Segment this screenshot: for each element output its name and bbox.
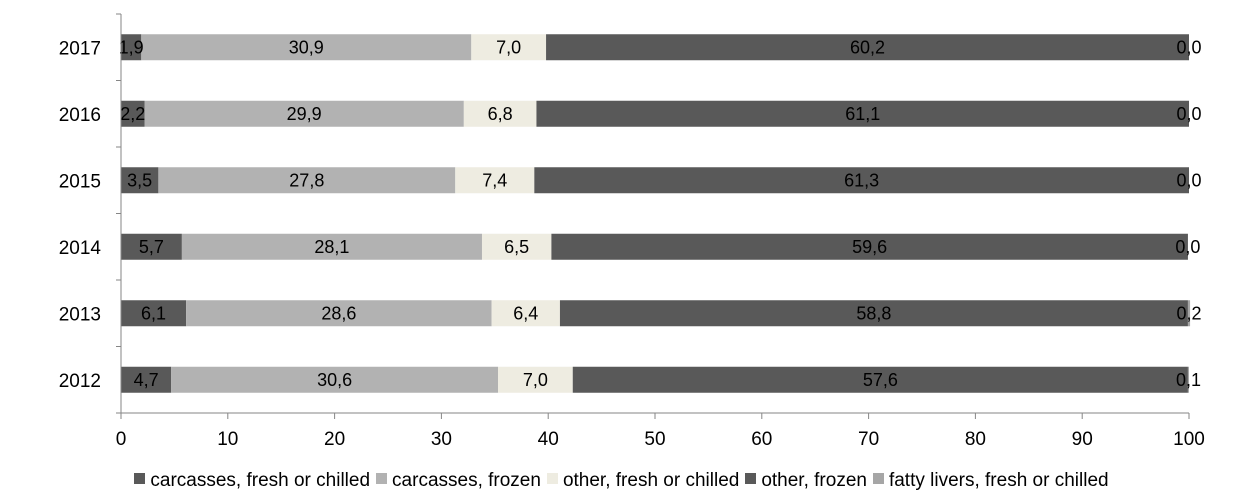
stacked-bar-chart: 1,9 30,9 7,0 60,2 0,0 2,2 29,9 6,8 61,1 0,0 3,5 27,… xyxy=(59,13,1205,450)
x-tick-label-90: 90 xyxy=(1072,429,1093,450)
bar-2012-series-3 xyxy=(572,366,1188,393)
data-label-2014-series-0: 5,7 xyxy=(139,237,164,257)
x-tick-label-0: 0 xyxy=(116,429,127,450)
legend-swatch-1 xyxy=(376,473,388,485)
bar-2012-series-2 xyxy=(498,366,573,393)
data-label-2016-series-1: 29,9 xyxy=(287,104,322,124)
bar-2017-series-1 xyxy=(141,34,472,61)
bar-2013-series-1 xyxy=(186,300,492,327)
bar-2012-series-0 xyxy=(121,366,172,393)
y-tick-label-2016: 2016 xyxy=(59,105,101,126)
y-tick-label-2013: 2013 xyxy=(59,304,101,325)
bar-2014-series-3 xyxy=(551,233,1188,260)
legend-item-0: carcasses, fresh or chilled xyxy=(134,470,370,492)
y-tick-label-2017: 2017 xyxy=(59,38,101,59)
x-tick-label-20: 20 xyxy=(324,429,345,450)
legend-label-1: carcasses, frozen xyxy=(392,470,541,491)
y-tick-label-2012: 2012 xyxy=(59,371,101,392)
bar-2014-series-2 xyxy=(481,233,552,260)
data-label-2013-series-4: 0,2 xyxy=(1176,303,1201,323)
bar-2017-series-3 xyxy=(546,34,1189,61)
bar-2015-series-0 xyxy=(121,167,159,194)
data-label-2014-series-4: 0,0 xyxy=(1175,237,1200,257)
data-label-2012-series-1: 30,6 xyxy=(317,370,352,390)
x-tick-label-50: 50 xyxy=(644,429,665,450)
data-label-2013-series-1: 28,6 xyxy=(321,303,356,323)
data-label-2012-series-3: 57,6 xyxy=(863,370,898,390)
data-label-2017-series-4: 0,0 xyxy=(1176,37,1201,57)
bar-2012-series-4 xyxy=(1187,366,1189,393)
data-label-2016-series-2: 6,8 xyxy=(488,104,513,124)
data-label-2015-series-0: 3,5 xyxy=(127,170,152,190)
data-label-2017-series-1: 30,9 xyxy=(289,37,324,57)
data-labels-layer: 1,9 30,9 7,0 60,2 0,0 2,2 29,9 6,8 61,1 0,0 3,5 27,… xyxy=(119,37,1202,390)
x-tick-label-100: 100 xyxy=(1173,429,1205,450)
data-label-2016-series-0: 2,2 xyxy=(120,104,145,124)
data-label-2012-series-2: 7,0 xyxy=(523,370,548,390)
bar-2015-series-3 xyxy=(534,167,1189,194)
bar-2012-series-1 xyxy=(171,366,499,393)
bar-2017-series-2 xyxy=(471,34,547,61)
bar-2016-series-0 xyxy=(121,100,145,127)
x-tick-label-40: 40 xyxy=(538,429,559,450)
axes-layer: 2017 2016 2015 2014 2013 2012 0 10 20 30 40 50 60 70 8… xyxy=(59,13,1205,450)
data-label-2014-series-1: 28,1 xyxy=(314,237,349,257)
legend-swatch-2 xyxy=(546,473,558,485)
data-label-2012-series-0: 4,7 xyxy=(134,370,159,390)
bar-2013-series-0 xyxy=(121,300,187,327)
legend-item-2: other, fresh or chilled xyxy=(546,470,740,492)
data-label-2012-series-4: 0,1 xyxy=(1176,370,1201,390)
bar-2016-series-3 xyxy=(536,100,1189,127)
data-label-2013-series-0: 6,1 xyxy=(141,303,166,323)
legend-item-1: carcasses, frozen xyxy=(376,470,541,492)
bar-2016-series-2 xyxy=(463,100,537,127)
data-label-2015-series-4: 0,0 xyxy=(1176,170,1201,190)
data-label-2013-series-2: 6,4 xyxy=(513,303,538,323)
bar-2013-series-4 xyxy=(1187,300,1191,327)
data-label-2015-series-3: 61,3 xyxy=(844,170,879,190)
legend-label-4: fatty livers, fresh or chilled xyxy=(888,470,1109,491)
data-label-2017-series-3: 60,2 xyxy=(850,37,885,57)
legend-swatch-4 xyxy=(872,473,884,485)
data-label-2014-series-3: 59,6 xyxy=(852,237,887,257)
legend-item-4: fatty livers, fresh or chilled xyxy=(872,470,1109,492)
bar-2014-series-1 xyxy=(181,233,482,260)
bar-2013-series-2 xyxy=(491,300,560,327)
bar-2014-series-0 xyxy=(121,233,182,260)
data-label-2015-series-2: 7,4 xyxy=(482,170,507,190)
data-label-2013-series-3: 58,8 xyxy=(856,303,891,323)
y-tick-label-2014: 2014 xyxy=(59,238,102,259)
data-label-2015-series-1: 27,8 xyxy=(289,170,324,190)
legend-item-3: other, frozen xyxy=(745,470,867,492)
legend-swatch-3 xyxy=(745,473,757,485)
data-label-2016-series-3: 61,1 xyxy=(845,104,880,124)
bar-2013-series-3 xyxy=(559,300,1188,327)
bar-2017-series-0 xyxy=(121,34,142,61)
x-tick-label-80: 80 xyxy=(965,429,986,450)
bar-2015-series-2 xyxy=(455,167,535,194)
bar-2016-series-1 xyxy=(144,100,464,127)
legend-swatch-0 xyxy=(134,473,146,485)
legend-label-2: other, fresh or chilled xyxy=(562,470,740,491)
data-label-2016-series-4: 0,0 xyxy=(1176,104,1201,124)
data-label-2017-series-2: 7,0 xyxy=(496,37,521,57)
bars-layer xyxy=(121,34,1191,393)
bar-2015-series-1 xyxy=(158,167,456,194)
x-tick-label-30: 30 xyxy=(431,429,452,450)
legend: carcasses, fresh or chilled carcasses, fr… xyxy=(0,470,1249,500)
legend-label-0: carcasses, fresh or chilled xyxy=(150,470,371,491)
x-tick-label-70: 70 xyxy=(858,429,879,450)
data-label-2017-series-0: 1,9 xyxy=(119,37,144,57)
legend-label-3: other, frozen xyxy=(761,470,867,491)
data-label-2014-series-2: 6,5 xyxy=(504,237,529,257)
y-tick-label-2015: 2015 xyxy=(59,171,101,192)
x-tick-label-10: 10 xyxy=(217,429,238,450)
x-tick-label-60: 60 xyxy=(751,429,772,450)
